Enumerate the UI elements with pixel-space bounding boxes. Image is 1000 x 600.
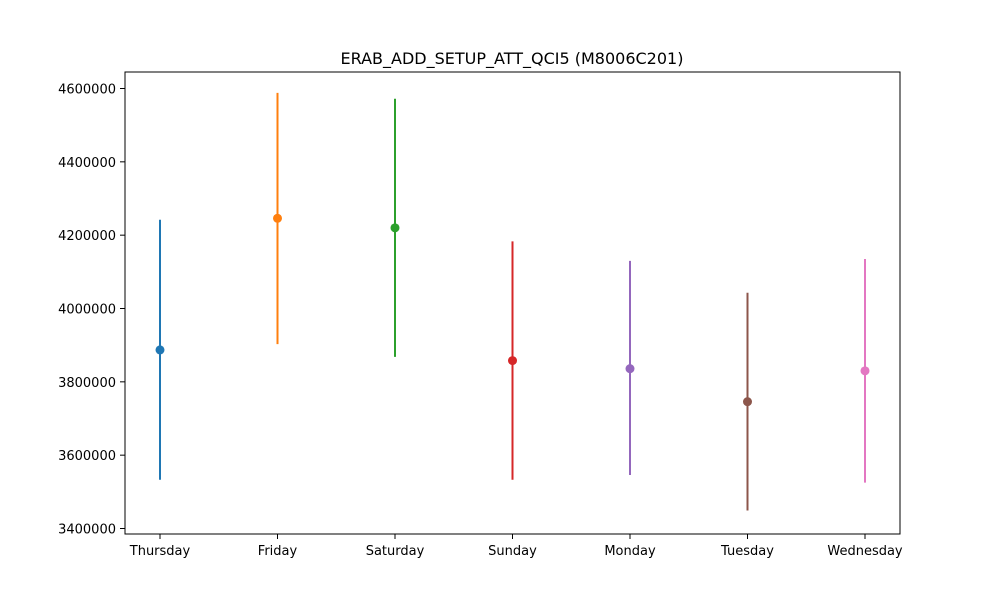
x-tick-label: Sunday xyxy=(488,544,537,559)
x-tick-label: Saturday xyxy=(366,544,425,559)
x-tick-label: Friday xyxy=(258,544,298,559)
y-tick-label: 4000000 xyxy=(58,303,116,318)
x-tick-label: Monday xyxy=(604,544,656,559)
mean-point-wednesday xyxy=(860,366,870,376)
x-tick-label: Wednesday xyxy=(827,544,903,559)
y-tick-label: 4400000 xyxy=(58,156,116,171)
y-tick-label: 3400000 xyxy=(58,523,116,538)
mean-point-thursday xyxy=(155,345,165,355)
x-tick-label: Tuesday xyxy=(720,544,774,559)
chart-title: ERAB_ADD_SETUP_ATT_QCI5 (M8006C201) xyxy=(341,49,684,69)
y-tick-label: 3600000 xyxy=(58,449,116,464)
mean-point-monday xyxy=(625,364,635,374)
plot-frame xyxy=(124,71,901,535)
plot-layer xyxy=(155,92,870,511)
x-tick-label: Thursday xyxy=(129,544,191,559)
y-tick-label: 3800000 xyxy=(58,376,116,391)
ticks-layer: Thursday Friday Saturday Sunday Monday Tuesda… xyxy=(58,83,903,560)
y-tick-label: 4600000 xyxy=(58,83,116,98)
mean-point-friday xyxy=(273,213,282,223)
y-tick-label: 4200000 xyxy=(58,229,116,244)
mean-point-tuesday xyxy=(743,397,752,407)
mean-point-sunday xyxy=(508,356,517,366)
mean-point-saturday xyxy=(390,223,400,233)
